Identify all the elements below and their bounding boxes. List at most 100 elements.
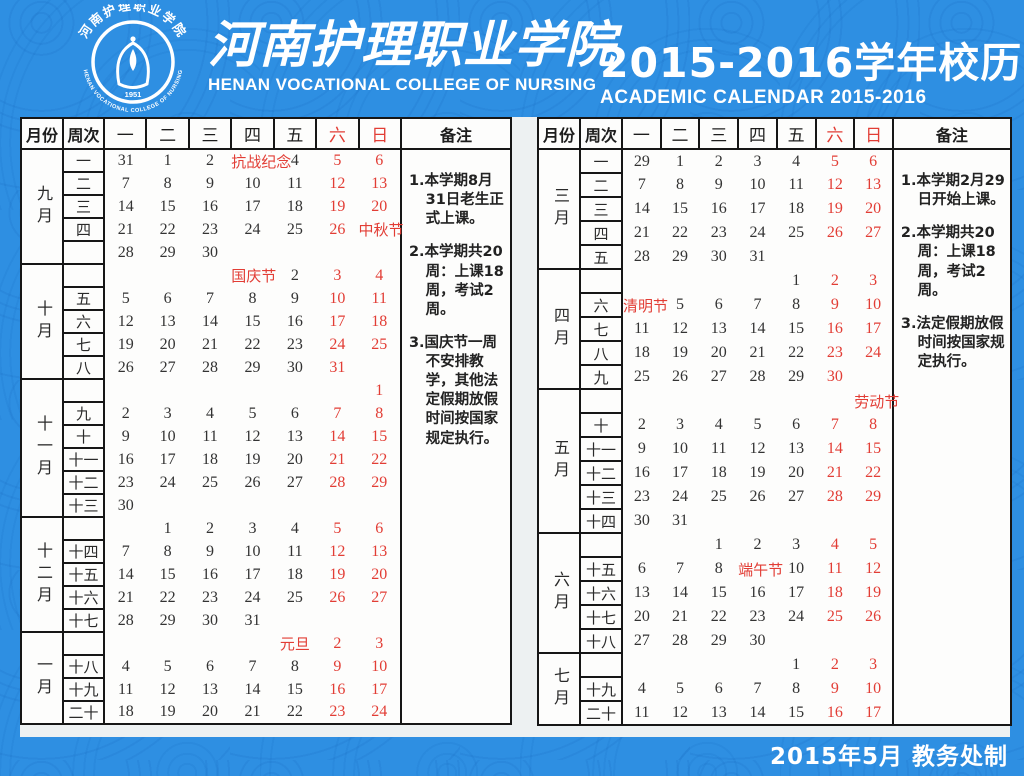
day-cell: 2 <box>333 634 342 652</box>
day-cell: 11 <box>827 560 843 577</box>
day-cell: 24 <box>159 473 176 491</box>
day-cell: 21 <box>749 344 766 361</box>
week-number-cell: 十 <box>62 424 105 449</box>
day-cell: 20 <box>865 200 882 217</box>
day-cell: 11 <box>788 176 804 193</box>
day-cell: 10 <box>672 440 689 457</box>
day-cell: 3 <box>248 519 257 537</box>
day-cell <box>816 389 855 413</box>
day-cell: 3 <box>676 416 685 433</box>
day-cell: 14 <box>244 680 261 698</box>
day-cell: 27 <box>710 368 727 385</box>
calendar-title-en: ACADEMIC CALENDAR 2015-2016 <box>600 87 927 109</box>
day-cell: 16 <box>286 312 303 330</box>
day-cell: 20 <box>788 464 805 481</box>
calendar-week-row: 十一 9 10 11 12 13 14 15 <box>538 436 1011 462</box>
day-cell: 16 <box>202 197 219 215</box>
day-cell: 13 <box>710 703 727 721</box>
day-cell: 5 <box>248 404 257 422</box>
day-cell <box>104 264 146 287</box>
note-item: 1.本学期8月31日老生正式上课。 <box>408 173 504 228</box>
day-cell: 25 <box>710 488 727 505</box>
day-cell: 22 <box>865 464 882 481</box>
day-cell: 26 <box>672 368 689 385</box>
day-cell <box>816 245 855 269</box>
day-cell: 30 <box>826 368 843 385</box>
day-cell: 19 <box>672 344 689 361</box>
day-cell: 14 <box>329 427 346 445</box>
day-cell: 18 <box>710 464 727 481</box>
holiday-cell: 清明节 <box>623 296 669 315</box>
holiday-cell: 劳动节 <box>854 392 900 411</box>
day-cell <box>816 629 855 653</box>
week-number-cell: 七 <box>62 332 105 357</box>
month-label: 十一月 <box>34 415 51 481</box>
day-cell: 30 <box>633 512 650 529</box>
day-cell: 28 <box>117 243 134 261</box>
calendar-week-row: 七 19 20 21 22 23 24 25 <box>21 332 511 357</box>
day-cell: 16 <box>749 584 766 601</box>
day-cell: 14 <box>749 320 766 337</box>
day-cell: 21 <box>202 335 219 353</box>
day-cell: 31 <box>672 512 689 529</box>
calendar-week-row: 三月一 29 1 2 3 4 5 6 1.本学期2月29日开始上课。 2.本学期共20周：上课18… <box>537 148 1011 725</box>
day-cell <box>189 379 231 402</box>
calendar-week-row: 十五 6 7 8 端午节 10 11 12 <box>538 556 1011 582</box>
week-number-cell: 十 <box>579 412 623 438</box>
day-cell: 7 <box>753 680 762 697</box>
week-number-cell: 五 <box>579 244 623 270</box>
week-column-header: 周次 <box>579 117 623 150</box>
weekday-header: 二 <box>659 117 701 150</box>
day-cell: 31 <box>749 248 766 265</box>
day-cell: 10 <box>865 296 882 313</box>
week-number-cell: 十五 <box>579 556 623 582</box>
day-cell: 11 <box>202 427 218 445</box>
calendar-week-row: 十一 16 17 18 19 20 21 22 <box>21 447 511 472</box>
day-cell: 3 <box>869 656 878 673</box>
day-cell: 1 <box>792 656 801 673</box>
day-cell: 23 <box>749 608 766 625</box>
day-cell: 14 <box>826 440 843 457</box>
day-cell: 22 <box>788 344 805 361</box>
week-number-cell: 十六 <box>579 580 623 606</box>
day-cell: 15 <box>788 320 805 337</box>
day-cell: 20 <box>202 703 219 720</box>
week-number-cell <box>62 240 105 265</box>
day-cell: 18 <box>788 200 805 217</box>
day-cell: 17 <box>672 464 689 481</box>
day-cell: 5 <box>753 416 762 433</box>
day-cell: 22 <box>371 450 388 468</box>
day-cell: 11 <box>118 680 134 698</box>
day-cell: 6 <box>163 289 172 307</box>
day-cell: 6 <box>206 657 215 675</box>
day-cell <box>146 264 188 287</box>
day-cell: 16 <box>329 680 346 698</box>
day-cell: 7 <box>121 174 130 192</box>
day-cell: 5 <box>333 152 342 169</box>
day-cell: 21 <box>329 450 346 468</box>
day-cell <box>854 509 893 533</box>
day-cell: 12 <box>672 320 689 337</box>
day-cell <box>854 245 893 269</box>
day-cell: 21 <box>672 608 689 625</box>
day-cell: 1 <box>375 381 384 399</box>
day-cell: 2 <box>830 656 839 673</box>
calendar-week-row: 二十 11 12 13 14 15 16 17 <box>538 700 1011 726</box>
day-cell: 14 <box>672 584 689 601</box>
day-cell: 2 <box>290 266 299 284</box>
day-cell: 13 <box>371 542 388 560</box>
day-cell: 3 <box>163 404 172 422</box>
day-cell: 17 <box>371 680 388 698</box>
month-cell: 十月 <box>20 263 64 380</box>
day-cell: 8 <box>676 176 685 193</box>
day-cell: 10 <box>371 657 388 675</box>
day-cell: 19 <box>244 450 261 468</box>
week-number-cell: 九 <box>579 364 623 390</box>
day-cell <box>316 241 358 264</box>
day-cell: 7 <box>248 657 257 675</box>
day-cell: 15 <box>672 200 689 217</box>
day-cell: 5 <box>333 519 342 537</box>
day-cell: 27 <box>633 632 650 649</box>
calendar-week-row: 五 28 29 30 31 <box>538 244 1011 270</box>
day-cell: 21 <box>826 464 843 481</box>
